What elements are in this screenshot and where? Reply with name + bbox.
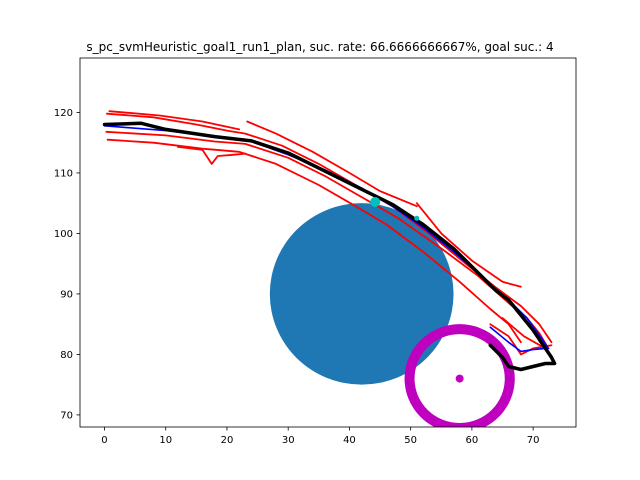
axes: 0 10 20 30 40 50 60 70 70 80 90 100 110 120 [54,57,577,446]
plot-area [102,110,557,427]
x-tick-label: 60 [466,435,479,446]
y-tick-label: 90 [60,289,73,300]
goal-ring [404,324,515,427]
x-tick-label: 70 [527,435,540,446]
y-tick-label: 70 [60,410,73,421]
obstacle-circle [269,203,454,385]
axes-frame [79,57,577,428]
waypoint-marker [370,196,381,207]
x-tick-label: 10 [159,435,172,446]
series-line-7 [489,323,553,356]
y-tick-label: 110 [54,168,73,179]
series-line-4 [246,120,418,208]
chart-title: s_pc_svmHeuristic_goal1_run1_plan, suc. … [86,40,553,54]
goal-marker [455,374,464,383]
series-line-11 [102,121,557,372]
x-tick-label: 0 [101,435,107,446]
x-tick-label: 40 [343,435,356,446]
series-line-5 [415,202,522,288]
x-tick-label: 50 [404,435,417,446]
series-line-6 [177,146,247,165]
waypoint-marker [414,215,420,221]
y-tick-label: 80 [60,350,73,361]
y-tick-label: 120 [54,108,73,119]
series-line-3 [108,110,241,131]
series-line-8 [501,317,547,350]
x-tick-label: 20 [221,435,234,446]
series-line-10 [489,326,547,353]
series-line-1 [106,138,522,344]
y-tick-label: 100 [54,229,73,240]
x-tick-label: 30 [282,435,295,446]
